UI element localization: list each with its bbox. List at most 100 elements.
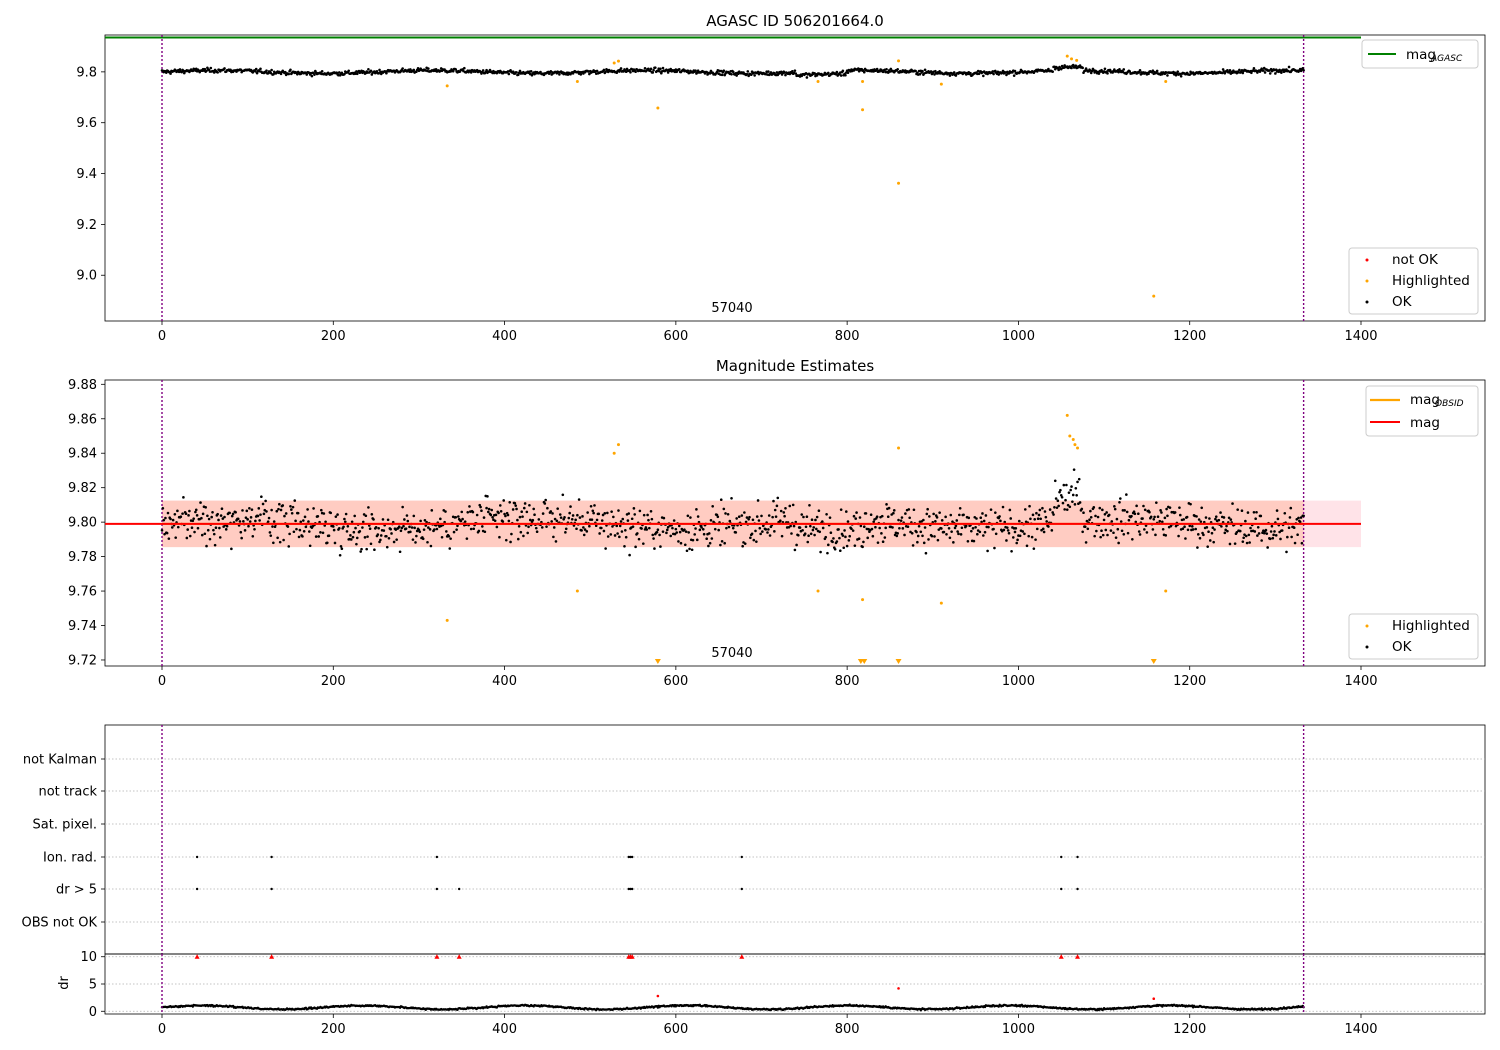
ok-point [455,528,458,531]
ok-point [236,517,240,521]
ok-point [1034,538,1037,541]
ok-point [734,531,738,534]
x-tick-label: 1200 [1173,674,1206,689]
ok-point [1106,72,1109,75]
flag-point [195,855,199,859]
ok-point [1035,511,1038,515]
ok-point [1137,71,1141,74]
ok-point [231,512,235,516]
ok-point [1135,504,1138,508]
ok-point [1181,527,1185,530]
ok-point [1125,510,1129,514]
ok-point [289,68,292,72]
panel-2-obsid-label: 57040 [711,646,752,661]
ok-point [1101,508,1104,512]
ok-point [959,533,963,536]
ok-point [1072,468,1076,471]
ok-point [301,535,304,538]
ok-point [761,530,764,533]
ok-point [344,512,348,516]
ok-point [504,514,507,518]
highlighted-point [897,446,901,450]
ok-point [385,71,388,75]
ok-point [194,508,198,512]
ok-point [472,527,476,531]
ok-point [619,520,623,523]
ok-point [296,511,300,515]
ok-point [585,530,589,533]
ok-point [343,72,346,76]
ok-point [1050,529,1054,532]
ok-point [1053,479,1057,483]
ok-point [805,76,809,79]
ok-point [945,532,948,536]
ok-point [598,532,601,535]
ok-point [1104,528,1108,532]
ok-point [176,509,179,513]
ok-point [1137,512,1140,516]
ok-point [708,541,712,545]
ok-point [1059,494,1063,497]
ok-point [678,530,682,534]
ok-point [333,541,337,545]
ok-point [281,504,285,507]
ok-point [1151,528,1155,531]
ok-point [1263,71,1267,74]
ok-point [839,74,843,77]
x-tick-label: 600 [663,1022,688,1037]
flag-point [630,855,634,859]
ok-point [1247,533,1251,537]
ok-point [1113,507,1117,511]
ok-point [1208,517,1211,520]
ok-point [259,67,262,71]
ok-point [293,499,297,502]
ok-point [295,527,298,531]
highlighted-point [1164,589,1168,593]
ok-point [1092,506,1096,509]
ok-point [1159,509,1162,512]
ok-point [606,511,609,515]
ok-point [415,534,418,538]
ok-point [255,71,259,75]
ok-point [269,534,273,537]
ok-point [377,526,380,530]
ok-point [1069,488,1072,492]
ok-point [1226,529,1229,533]
ok-point [972,539,976,543]
ok-point [173,513,177,516]
flag-point [1076,855,1079,859]
ok-point [1196,533,1200,536]
ok-point [292,530,296,534]
ok-point [1070,485,1073,488]
highlighted-point [861,108,865,112]
ok-point [1260,539,1263,542]
dr-outlier-point [1152,997,1156,1001]
ok-point [935,516,939,519]
ok-point [1098,506,1102,510]
ok-point [575,527,578,531]
ok-point [899,519,903,522]
ok-point [463,66,466,70]
ok-point [1081,66,1084,70]
ok-point [363,536,367,539]
x-tick-label: 1000 [1002,674,1035,689]
ok-point [409,530,412,534]
ok-point [918,72,922,76]
ok-point [1173,511,1177,514]
ok-point [276,536,279,540]
ok-point [833,547,837,551]
ok-point [602,68,606,72]
ok-point [914,69,917,73]
ok-point [1071,493,1075,497]
ok-point [1006,529,1010,532]
ok-point [895,534,899,538]
x-tick-label: 0 [158,1022,166,1037]
ok-point [230,547,233,551]
ok-point [546,506,549,510]
ok-point [282,538,285,542]
ok-point [1095,529,1098,533]
ok-point [528,518,532,522]
highlighted-point [616,59,620,63]
ok-point [1274,72,1277,75]
ok-point [629,70,632,74]
